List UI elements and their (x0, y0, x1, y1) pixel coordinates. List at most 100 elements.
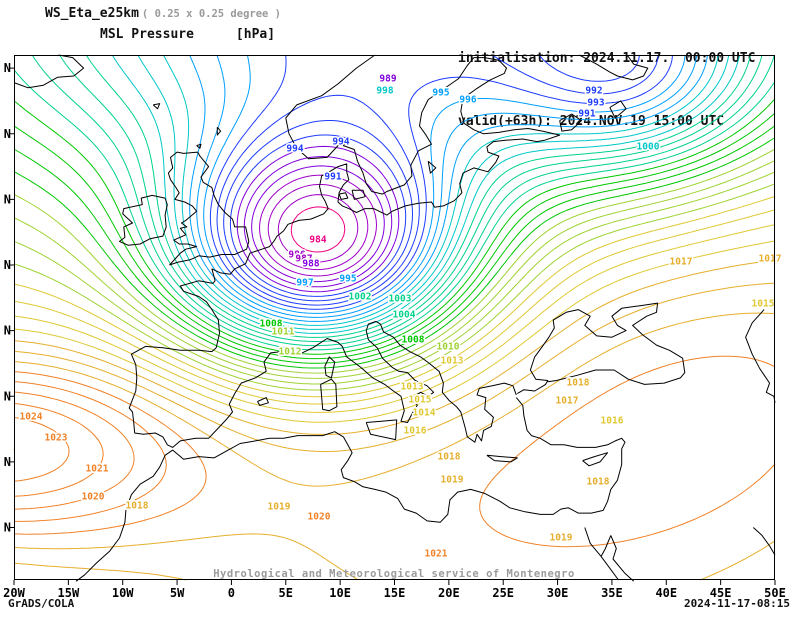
contour-label: 1018 (567, 378, 590, 389)
contour-label: 989 (379, 74, 396, 85)
contour-label: 1012 (279, 347, 302, 358)
coastline (128, 54, 561, 448)
contour-label: 1010 (437, 342, 460, 353)
contour-label: 994 (286, 144, 303, 155)
isobar-1008 (13, 137, 776, 369)
contour-label: 1019 (441, 475, 464, 486)
contour-label: 1017 (670, 257, 693, 268)
creation-timestamp: 2024-11-17-08:15 (684, 597, 790, 610)
isobar-1006 (13, 112, 776, 360)
isobar-1020 (13, 355, 776, 548)
coastline (351, 189, 366, 200)
isobar-1021 (13, 381, 167, 522)
x-axis-label: 10E (329, 586, 351, 600)
initialisation-time: initialisation: 2024.11.17. 00:00 UTC (458, 51, 756, 66)
coastline (257, 397, 269, 406)
y-axis-label: N (4, 61, 11, 75)
pressure-map: 989 998 995 996 992 993 991 1000 994 994 991 984 986… (3, 54, 786, 600)
y-axis-label: N (4, 258, 11, 272)
contour-label: 1000 (637, 142, 660, 153)
contour-label: 1015 (409, 395, 432, 406)
contour-label: 1020 (82, 492, 105, 503)
contour-label: 1002 (349, 292, 372, 303)
contour-label: 992 (585, 86, 602, 97)
y-axis-label: N (4, 324, 11, 338)
isobar-1011 (13, 171, 776, 385)
coastline (517, 302, 686, 395)
y-axis-label: N (4, 521, 11, 535)
contour-label: 1024 (20, 412, 43, 423)
isobar-984 (290, 206, 346, 253)
contour-label: 996 (459, 95, 476, 106)
isobar-1018 (13, 282, 776, 581)
x-axis-label: 0 (228, 586, 235, 600)
isobar-987 (259, 174, 377, 277)
contour-label: 986 (288, 250, 305, 261)
isobar-998 (163, 54, 719, 326)
x-axis-label: 15W (58, 586, 80, 600)
isobar-1003 (31, 54, 775, 347)
coastline (13, 54, 85, 89)
contour-label: 1016 (404, 426, 427, 437)
contour-label: 1017 (556, 396, 579, 407)
isobar-1007 (13, 125, 776, 364)
map-axes: 20W 15W 10W 5W 0 5E 10E 15E 20E 25E 30E 35E 40E 45E 50… (3, 61, 786, 600)
field-units: [hPa] (235, 27, 276, 42)
x-axis-label: 20E (438, 586, 460, 600)
coastline (196, 143, 202, 149)
contour-label: 1017 (759, 254, 782, 265)
contour-label: 993 (587, 98, 604, 109)
x-axis-label: 5W (170, 586, 185, 600)
isobar-993 (216, 54, 659, 306)
model-name: WS_Eta_e25km (45, 6, 139, 21)
contour-label: 1018 (126, 501, 149, 512)
contour-label: 984 (309, 235, 326, 246)
isobar-1001 (85, 54, 751, 338)
isobar-1013 (13, 195, 776, 398)
coastline (324, 356, 336, 379)
x-axis-label: 40E (655, 586, 677, 600)
isobar-1019 (13, 312, 776, 581)
contour-label: 995 (339, 274, 356, 285)
field-name: MSL Pressure (100, 27, 194, 42)
x-axis-label: 10W (112, 586, 134, 600)
isobar-1016 (13, 240, 776, 423)
contour-label: 1018 (438, 452, 461, 463)
isobar-991 (229, 134, 407, 297)
contour-label: 1008 (260, 319, 283, 330)
coastline (579, 54, 649, 81)
x-axis-label: 5E (279, 586, 293, 600)
contour-label: 1015 (752, 299, 775, 310)
grads-credit: GrADS/COLA (8, 597, 75, 610)
x-axis-label: 35E (601, 586, 623, 600)
coastline (745, 309, 776, 403)
watermark: Hydrological and Meteorological service … (213, 568, 575, 580)
coastline (600, 535, 612, 557)
x-axis-label: 30E (547, 586, 569, 600)
contour-label: 987 (295, 254, 312, 265)
contour-label: 995 (432, 88, 449, 99)
coastline (119, 194, 168, 246)
contour-label: 1016 (601, 416, 624, 427)
x-axis-label: 25E (492, 586, 514, 600)
isobar-994 (209, 54, 673, 310)
isobar-1023 (13, 403, 104, 497)
x-axis-label: 15E (384, 586, 406, 600)
contour-label: 1013 (441, 356, 464, 367)
contour-label: 1019 (268, 502, 291, 513)
isobar-1002 (59, 54, 763, 342)
isobar-contours (13, 54, 776, 581)
contour-label: 1003 (389, 294, 412, 305)
contour-label: 1013 (401, 382, 424, 393)
map-frame (14, 55, 775, 580)
coastline (365, 419, 398, 441)
y-axis-label: N (4, 389, 11, 403)
coastline (559, 113, 582, 132)
contour-label: 1019 (550, 533, 573, 544)
coastline (338, 192, 349, 200)
coastline (752, 527, 776, 556)
coastline (427, 160, 437, 174)
model-resolution: ( 0.25 x 0.25 degree ) (141, 8, 281, 20)
contour-label: 1018 (587, 477, 610, 488)
